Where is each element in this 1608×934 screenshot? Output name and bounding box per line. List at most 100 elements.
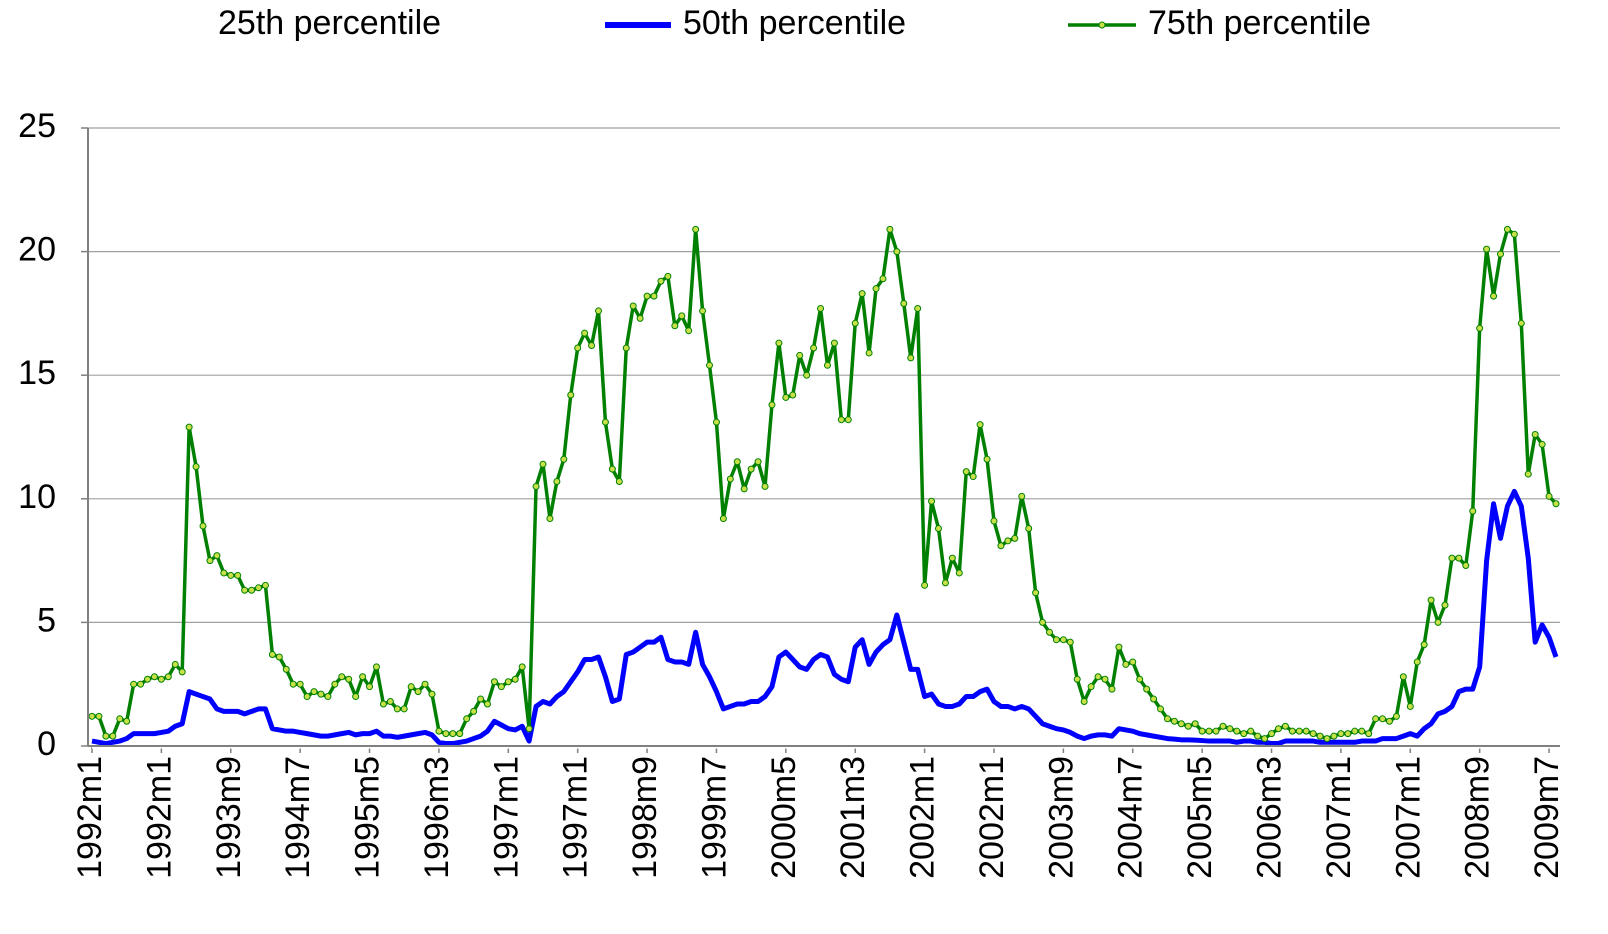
x-tick-label: 2007m1	[1389, 756, 1427, 879]
series-marker	[1496, 250, 1504, 258]
series-marker	[1358, 727, 1366, 735]
series-marker	[1490, 292, 1498, 300]
series-marker	[407, 683, 415, 691]
series-marker	[525, 725, 533, 733]
series-marker	[268, 651, 276, 659]
series-marker	[1531, 431, 1539, 439]
series-marker	[588, 342, 596, 350]
x-tick-label: 1996m3	[418, 756, 456, 879]
series-marker	[1177, 720, 1185, 728]
series-marker	[178, 668, 186, 676]
series-marker	[1538, 440, 1546, 448]
series-marker	[1455, 554, 1463, 562]
series-marker	[345, 675, 353, 683]
series-marker	[1385, 717, 1393, 725]
series-marker	[1045, 628, 1053, 636]
series-marker	[185, 423, 193, 431]
series-marker	[1261, 735, 1269, 743]
series-marker	[518, 663, 526, 671]
series-marker	[789, 391, 797, 399]
series-marker	[1004, 537, 1012, 545]
series-marker	[137, 680, 145, 688]
y-tick-label: 5	[37, 601, 56, 639]
series-marker	[796, 351, 804, 359]
series-marker	[754, 458, 762, 466]
series-marker	[567, 391, 575, 399]
x-tick-label: 1993m9	[210, 756, 248, 879]
x-tick-label: 2006m3	[1251, 756, 1289, 879]
series-marker	[116, 715, 124, 723]
series-marker	[1066, 638, 1074, 646]
series-marker	[1150, 695, 1158, 703]
series-marker	[400, 705, 408, 713]
series-line	[92, 227, 1558, 741]
series-marker	[1365, 730, 1373, 738]
series-marker	[983, 455, 991, 463]
series-marker	[213, 552, 221, 560]
series-marker	[1524, 470, 1532, 478]
series-marker	[1552, 500, 1560, 508]
y-tick-label: 25	[18, 107, 56, 145]
series-marker	[1254, 732, 1262, 740]
series-marker	[456, 730, 464, 738]
legend-marker	[1098, 21, 1106, 29]
series-marker	[900, 300, 908, 308]
series-marker	[1163, 715, 1171, 723]
series-marker	[851, 319, 859, 327]
series-marker	[817, 304, 825, 312]
series-marker	[303, 693, 311, 701]
series-marker	[608, 465, 616, 473]
series-marker	[1198, 727, 1206, 735]
series-marker	[643, 292, 651, 300]
series-marker	[1143, 685, 1151, 693]
x-tick-label: 1994m7	[279, 756, 317, 879]
series-marker	[553, 477, 561, 485]
series-marker	[886, 225, 894, 233]
series-marker	[692, 225, 700, 233]
series-marker	[130, 680, 138, 688]
series-marker	[1073, 675, 1081, 683]
series-marker	[234, 571, 242, 579]
series-marker	[1281, 722, 1289, 730]
x-tick-label: 2003m9	[1042, 756, 1080, 879]
series-marker	[1059, 636, 1067, 644]
series-marker	[1295, 727, 1303, 735]
series-marker	[1240, 730, 1248, 738]
x-tick-label: 2002m1	[973, 756, 1011, 879]
series-marker	[483, 700, 491, 708]
x-tick-label: 2007m1	[1320, 756, 1358, 879]
series-marker	[511, 675, 519, 683]
series-marker	[1087, 683, 1095, 691]
x-tick-label: 2009m7	[1528, 756, 1566, 879]
series-marker	[1018, 492, 1026, 500]
series-marker	[636, 314, 644, 322]
series-marker	[1094, 673, 1102, 681]
series-marker	[1503, 225, 1511, 233]
series-marker	[1080, 698, 1088, 706]
series-marker	[359, 673, 367, 681]
series-marker	[199, 522, 207, 530]
series-marker	[1413, 658, 1421, 666]
x-tick-label: 1995m5	[349, 756, 387, 879]
series-marker	[393, 705, 401, 713]
series-marker	[1330, 732, 1338, 740]
series-marker	[1205, 727, 1213, 735]
series-marker	[449, 730, 457, 738]
series-marker	[1323, 735, 1331, 743]
series-marker	[379, 700, 387, 708]
y-tick-label: 0	[37, 725, 56, 763]
series-marker	[1476, 324, 1484, 332]
series-marker	[1129, 658, 1137, 666]
series-marker	[144, 675, 152, 683]
series-marker	[414, 688, 422, 696]
series-marker	[615, 477, 623, 485]
series-marker	[601, 418, 609, 426]
series-marker	[477, 695, 485, 703]
series-marker	[1233, 727, 1241, 735]
x-tick-label: 1992m1	[71, 756, 109, 879]
series-marker	[858, 290, 866, 298]
series-marker	[275, 653, 283, 661]
series-marker	[1191, 720, 1199, 728]
series-marker	[289, 680, 297, 688]
